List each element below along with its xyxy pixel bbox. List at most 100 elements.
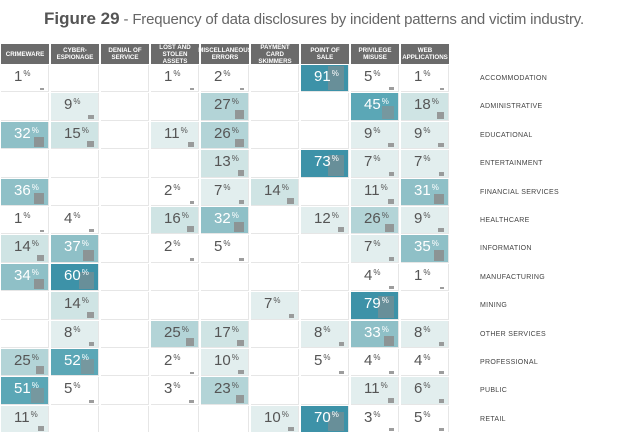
column-header: LOST AND STOLEN ASSETS: [151, 44, 199, 65]
value-bar: [288, 313, 294, 318]
value-bar: [439, 371, 444, 375]
cell-value-number: 1: [14, 68, 23, 85]
value-bar: [438, 341, 444, 346]
heatmap-cell: 1%: [1, 65, 49, 93]
cell-value-unit: %: [231, 154, 239, 164]
heatmap-cell: 33%: [351, 320, 399, 348]
value-bar: [378, 295, 394, 318]
cell-value-number: 6: [414, 380, 423, 398]
value-bar: [34, 137, 44, 148]
heatmap-cell: 4%: [351, 263, 399, 292]
value-bar: [328, 66, 344, 91]
value-bar: [388, 199, 394, 204]
cell-value: 32%: [14, 125, 39, 142]
row-label: PROFESSIONAL: [480, 359, 539, 366]
cell-value-number: 70: [314, 408, 331, 426]
cell-value: 31%: [414, 182, 439, 199]
heatmap-cell: 32%: [201, 207, 249, 235]
cell-value-number: 45: [364, 96, 381, 114]
cell-value: 1%: [414, 267, 430, 284]
cell-value: 4%: [364, 267, 381, 284]
row-label: OTHER SERVICES: [480, 330, 546, 338]
heatmap-cell: 1%: [401, 263, 449, 292]
row-label: RETAIL: [480, 415, 506, 423]
cell-value-unit: %: [423, 381, 431, 391]
heatmap-cell: 8%: [401, 320, 449, 348]
heatmap-cell: 4%: [351, 349, 399, 377]
cell-value-unit: %: [331, 211, 339, 220]
cell-value-unit: %: [281, 182, 289, 192]
cell-value-number: 7: [364, 238, 373, 256]
heatmap-cell: [401, 292, 449, 320]
heatmap-cell: 36%: [1, 178, 49, 206]
cell-value: 6%: [414, 381, 430, 397]
cell-value: 51%: [14, 381, 39, 397]
cell-value-unit: %: [31, 353, 39, 362]
heatmap-cell: [101, 320, 149, 348]
cell-value: 45%: [364, 97, 389, 113]
heatmap-cell: 45%: [351, 93, 399, 121]
cell-value-number: 35: [414, 238, 431, 256]
heatmap-cell: 25%: [151, 320, 199, 348]
value-bar: [89, 229, 94, 233]
column-header: MISCELLANEOUS ERRORS: [198, 44, 252, 64]
cell-value: 5%: [314, 353, 330, 369]
value-bar: [328, 411, 344, 432]
heatmap-cell: 7%: [201, 178, 249, 206]
cell-value-unit: %: [373, 239, 381, 249]
heatmap-cell: 7%: [351, 150, 399, 178]
heatmap-cell: [51, 150, 99, 178]
heatmap-cell: [251, 150, 299, 178]
heatmap-cell: [101, 263, 149, 292]
heatmap-cell: [151, 405, 199, 432]
cell-value: 7%: [414, 154, 430, 170]
cell-value-unit: %: [423, 211, 431, 220]
cell-value-number: 9: [364, 124, 373, 142]
cell-value: 27%: [214, 97, 239, 113]
heatmap-cell: [151, 150, 199, 178]
heatmap-cell: [201, 263, 249, 292]
cell-value-unit: %: [373, 154, 381, 164]
value-bar: [438, 171, 444, 176]
value-bar: [33, 278, 44, 290]
figure-separator: -: [119, 11, 133, 28]
cell-value-unit: %: [423, 154, 431, 164]
heatmap-cell: [101, 292, 149, 320]
value-bar: [33, 192, 44, 204]
heatmap-cell: 37%: [51, 235, 99, 263]
cell-value-number: 14: [264, 181, 281, 199]
heatmap-cell: 5%: [351, 65, 399, 93]
heatmap-cell: 5%: [401, 405, 449, 432]
heatmap-cell: [251, 263, 299, 292]
value-bar: [388, 257, 394, 261]
row-label: MANUFACTURING: [480, 273, 545, 281]
value-bar: [88, 114, 94, 119]
heatmap-cell: 79%: [351, 292, 399, 320]
cell-value-number: 15: [64, 124, 81, 142]
cell-value-number: 3: [164, 380, 173, 398]
cell-value: 37%: [64, 239, 89, 255]
cell-value-number: 60: [64, 266, 81, 284]
cell-value-unit: %: [373, 267, 381, 277]
cell-value-unit: %: [373, 353, 381, 362]
value-bar: [189, 400, 194, 403]
cell-value: 3%: [364, 409, 380, 426]
value-bar: [287, 198, 294, 204]
cell-value-unit: %: [423, 125, 431, 135]
cell-value: 2%: [164, 182, 180, 199]
value-bar: [30, 388, 44, 403]
cell-value: 35%: [414, 239, 439, 255]
heatmap-cell: 34%: [1, 263, 49, 292]
column-header: WEB APPLICATIONS: [401, 44, 449, 64]
cell-value-number: 10: [264, 408, 281, 426]
cell-value: 1%: [14, 211, 30, 227]
cell-value-unit: %: [31, 267, 39, 277]
heatmap-cell: [151, 263, 199, 292]
cell-value-unit: %: [381, 324, 389, 334]
cell-value-number: 7: [364, 153, 373, 171]
value-bar: [436, 112, 444, 119]
heatmap-cell: [251, 65, 299, 93]
heatmap-cell: [151, 93, 199, 121]
heatmap-cell: 13%: [201, 150, 249, 178]
value-bar: [239, 87, 244, 91]
